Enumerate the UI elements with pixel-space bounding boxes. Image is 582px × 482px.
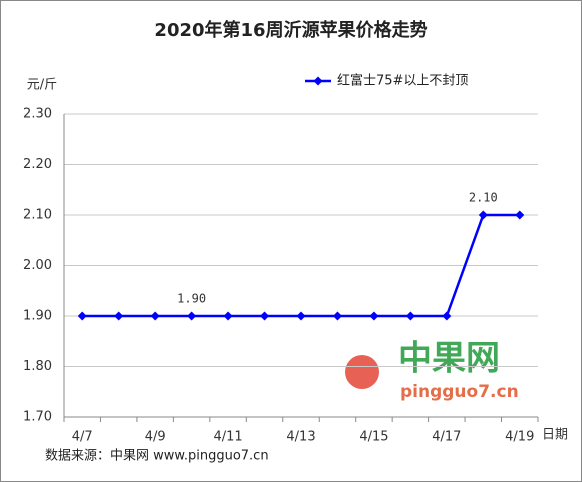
watermark-url: pingguo7.cn — [400, 382, 519, 402]
legend-label: 红富士75#以上不封顶 — [337, 73, 468, 89]
x-tick-label: 4/11 — [213, 430, 242, 445]
chart-title: 2020年第16周沂源苹果价格走势 — [154, 19, 427, 41]
x-tick-label: 4/9 — [145, 430, 166, 445]
source: 数据来源：中果网 www.pingguo7.cn — [45, 449, 269, 464]
data-label: 1.90 — [177, 292, 206, 306]
data-point — [114, 311, 124, 321]
data-point — [332, 311, 342, 321]
data-point — [478, 210, 488, 220]
y-tick-label: 2.00 — [23, 258, 52, 273]
y-tick-label: 1.70 — [23, 410, 52, 425]
data-point — [515, 210, 525, 220]
x-tick-label: 4/15 — [359, 430, 388, 445]
data-point — [77, 311, 87, 321]
legend-marker — [313, 76, 323, 86]
data-point — [150, 311, 160, 321]
x-tick-label: 4/19 — [505, 430, 534, 445]
data-point — [442, 311, 452, 321]
y-tick-label: 2.30 — [23, 107, 52, 122]
watermark-logo — [345, 355, 379, 389]
y-axis-label: 元/斤 — [27, 78, 57, 93]
x-axis-label: 日期 — [542, 428, 568, 443]
y-tick-label: 1.90 — [23, 309, 52, 324]
data-point — [223, 311, 233, 321]
watermark-name: 中果网 — [398, 339, 500, 379]
x-tick-label: 4/13 — [286, 430, 315, 445]
y-tick-label: 1.80 — [23, 359, 52, 374]
data-label: 2.10 — [469, 191, 498, 205]
data-point — [369, 311, 379, 321]
data-point — [260, 311, 270, 321]
data-point — [405, 311, 415, 321]
y-tick-label: 2.10 — [23, 208, 52, 223]
y-tick-label: 2.20 — [23, 157, 52, 172]
data-point — [296, 311, 306, 321]
x-tick-label: 4/7 — [72, 430, 93, 445]
data-point — [187, 311, 197, 321]
x-tick-label: 4/17 — [432, 430, 461, 445]
